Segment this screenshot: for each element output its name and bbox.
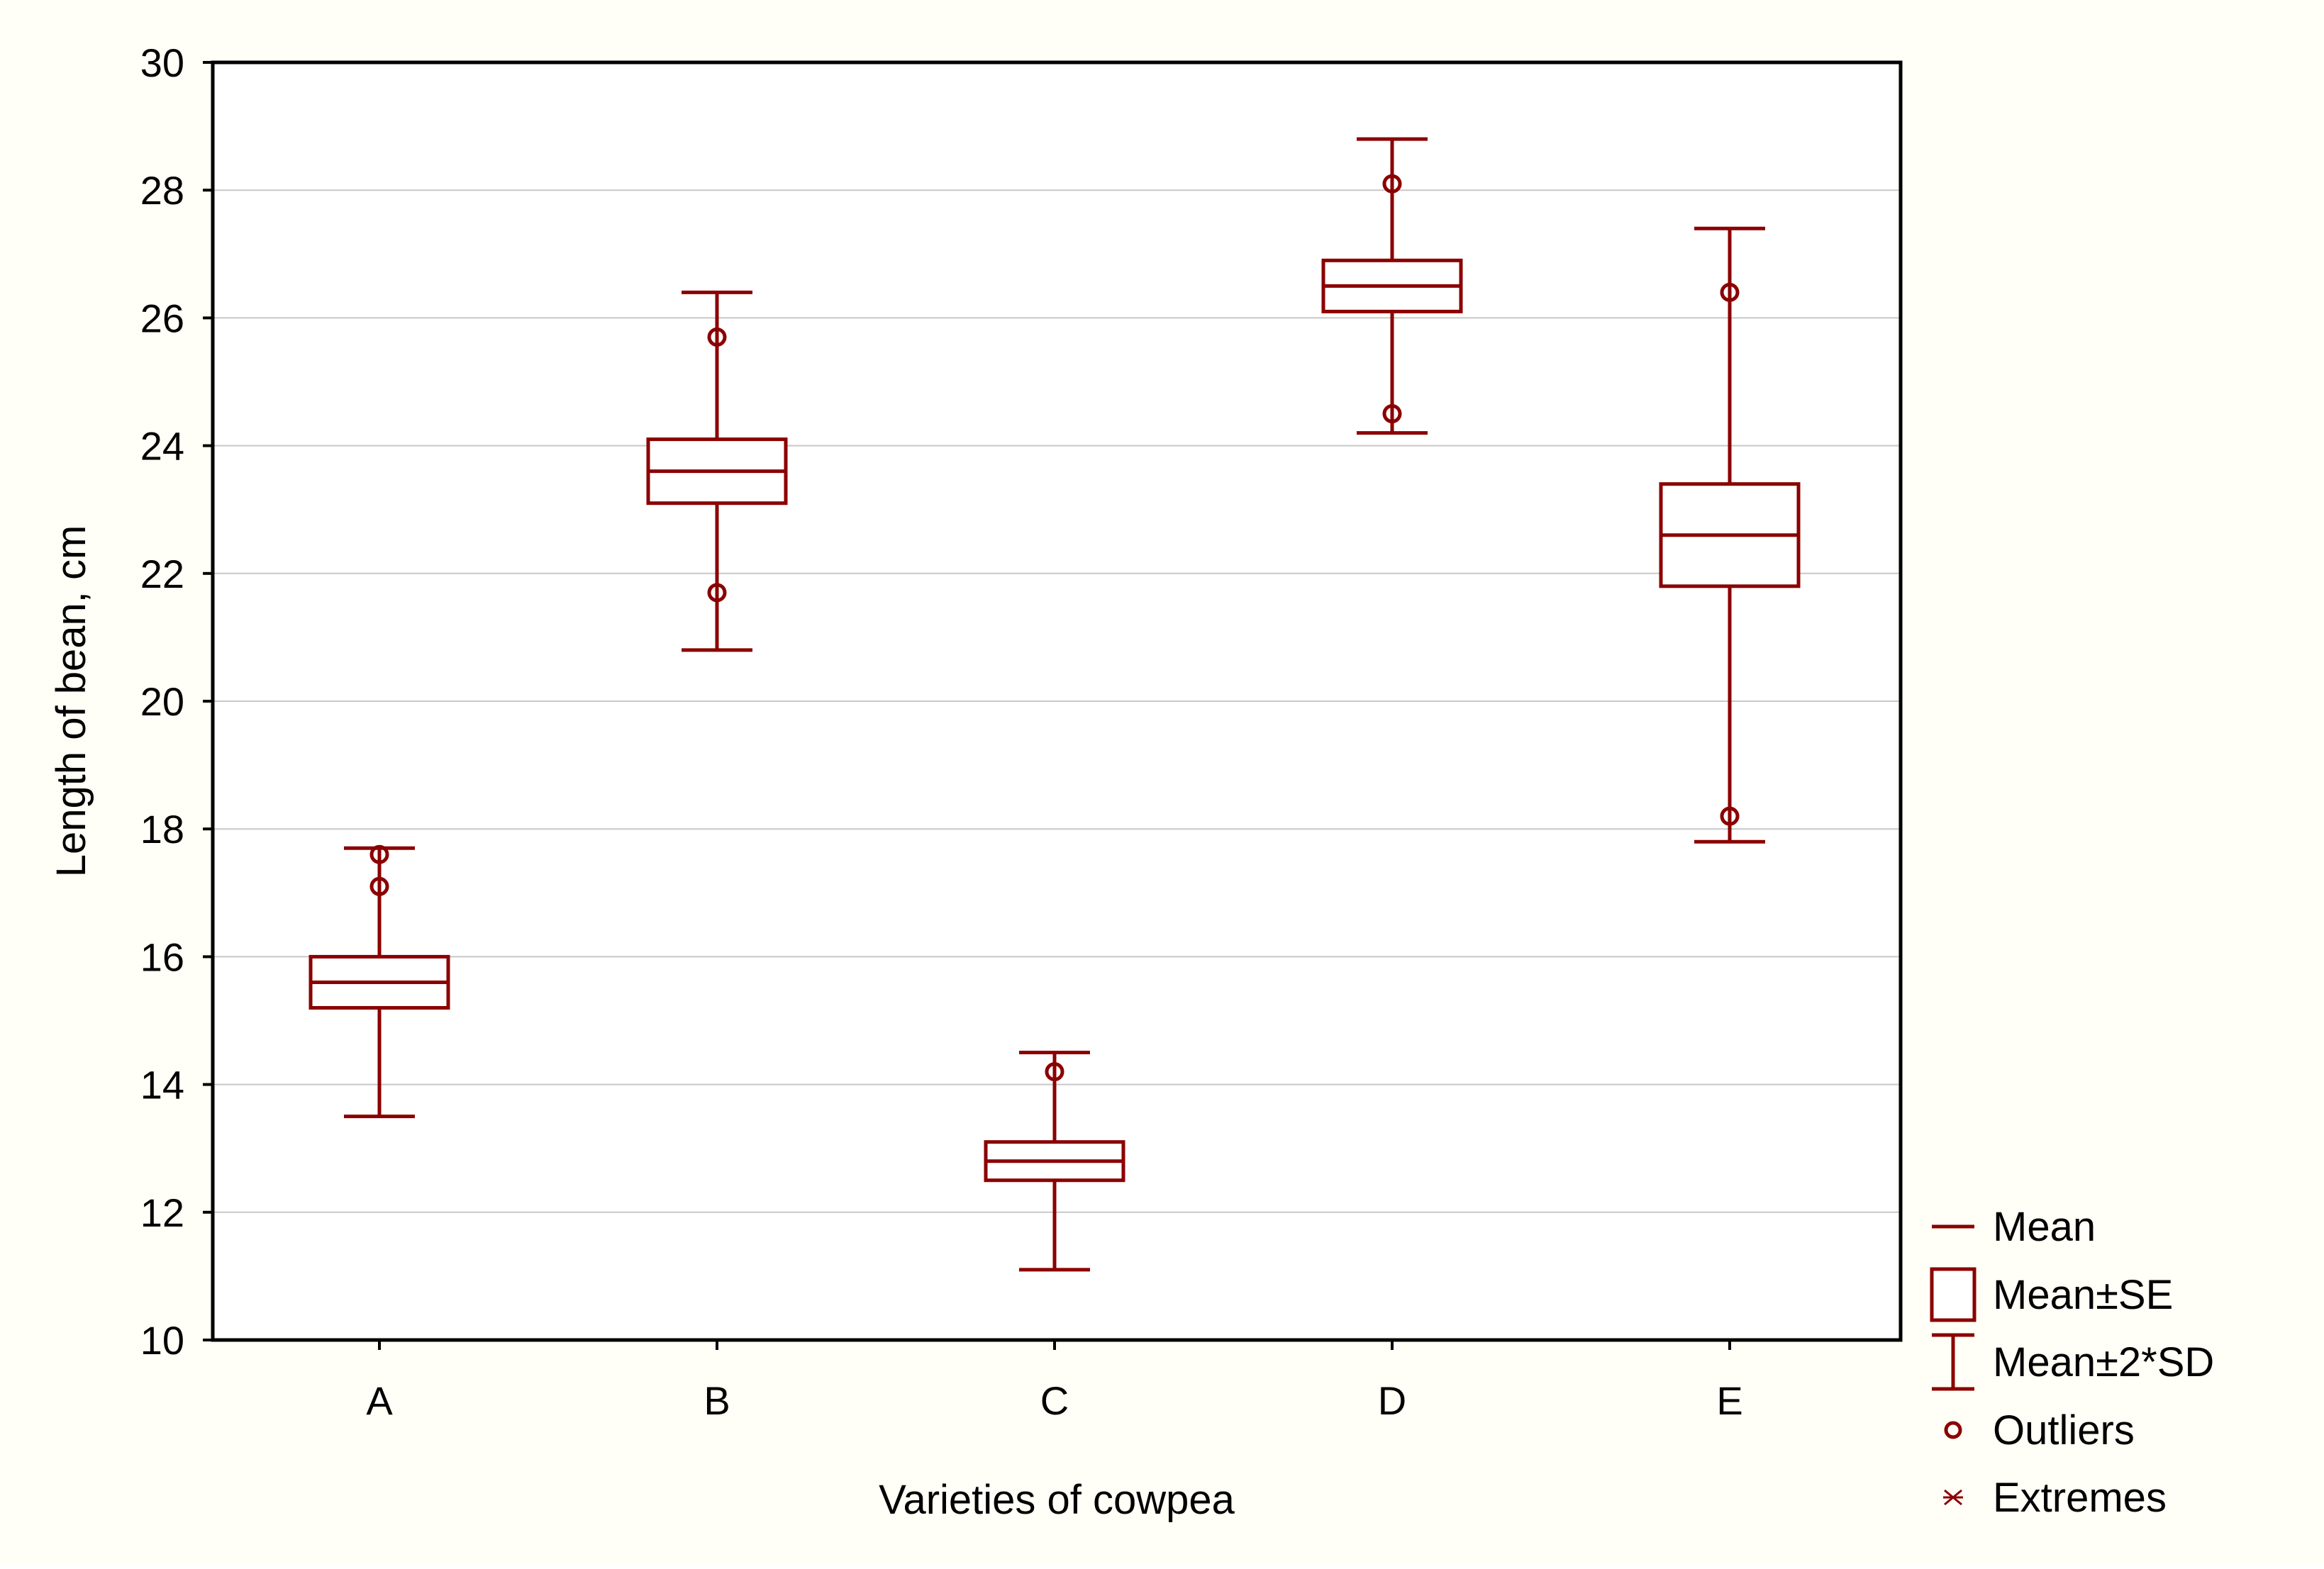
- x-axis-ticks: A B C D E: [366, 1340, 1743, 1423]
- box-group-b: [646, 290, 788, 652]
- x-tick-label: B: [704, 1378, 730, 1423]
- outlier-point: [369, 876, 389, 896]
- y-tick-label: 12: [140, 1190, 184, 1235]
- outlier-point: [707, 583, 727, 603]
- box-group-d: [1321, 137, 1463, 435]
- x-tick-label: D: [1378, 1378, 1406, 1423]
- y-axis-ticks: 10 12 14 16 18 20 22 24 26 28 30: [140, 40, 213, 1363]
- legend-label: Outliers: [1993, 1407, 2135, 1453]
- legend-label: Mean±2*SD: [1993, 1339, 2214, 1385]
- legend-item-mean: Mean: [1932, 1204, 2096, 1250]
- legend-item-sd: Mean±2*SD: [1932, 1333, 2214, 1391]
- box-group-a: [308, 844, 450, 1119]
- y-tick-label: 26: [140, 296, 184, 340]
- gridlines: [213, 189, 1901, 1213]
- x-tick-label: C: [1040, 1378, 1069, 1423]
- legend-se-swatch: [1930, 1267, 1976, 1322]
- y-tick-label: 20: [140, 679, 184, 724]
- y-tick-label: 22: [140, 552, 184, 596]
- legend: Mean Mean±SE Mean±2*SD Outliers Extremes: [1930, 1204, 2214, 1521]
- box-group-c: [984, 1051, 1125, 1272]
- y-tick-label: 24: [140, 424, 184, 469]
- outlier-point: [1720, 282, 1740, 302]
- legend-item-se: Mean±SE: [1930, 1267, 2173, 1322]
- legend-extremes-swatch: [1943, 1489, 1963, 1506]
- legend-label: Extremes: [1993, 1475, 2167, 1521]
- y-tick-label: 18: [140, 807, 184, 851]
- y-tick-label: 30: [140, 40, 184, 85]
- y-tick-label: 14: [140, 1063, 184, 1107]
- y-tick-label: 16: [140, 934, 184, 979]
- outlier-point: [1382, 174, 1402, 194]
- box-group-e: [1659, 226, 1801, 844]
- boxes: [308, 137, 1801, 1272]
- y-tick-label: 28: [140, 168, 184, 213]
- legend-label: Mean±SE: [1993, 1272, 2173, 1318]
- x-tick-label: A: [366, 1378, 393, 1423]
- y-axis-label: Length of bean, cm: [48, 525, 94, 878]
- legend-item-extremes: Extremes: [1943, 1475, 2167, 1521]
- outlier-point: [1382, 404, 1402, 424]
- outlier-point: [707, 327, 727, 347]
- legend-label: Mean: [1993, 1204, 2096, 1250]
- y-tick-label: 10: [140, 1318, 184, 1363]
- outlier-point: [369, 844, 389, 864]
- x-tick-label: E: [1716, 1378, 1742, 1423]
- outlier-point: [1720, 806, 1740, 826]
- outlier-point: [1045, 1062, 1064, 1082]
- x-axis-label: Varieties of cowpea: [879, 1477, 1235, 1523]
- legend-outlier-swatch: [1944, 1421, 1962, 1439]
- legend-item-outliers: Outliers: [1944, 1407, 2135, 1453]
